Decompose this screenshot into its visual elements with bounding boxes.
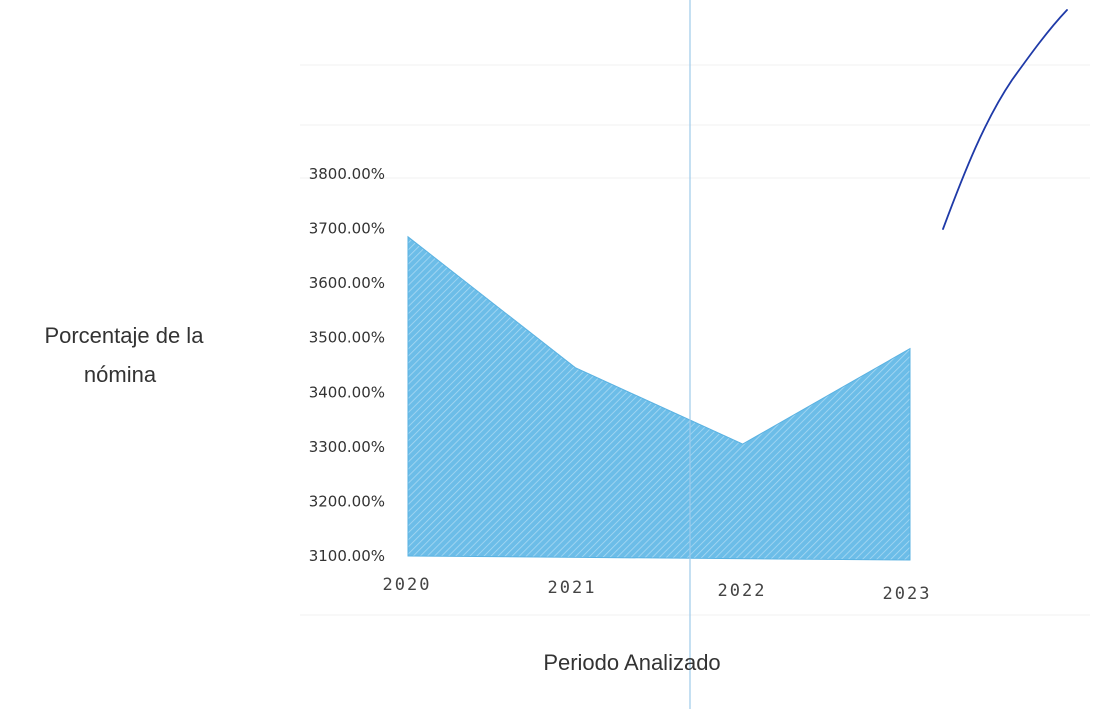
x-axis-title: Periodo Analizado bbox=[543, 650, 720, 675]
y-tick-label: 3400.00% bbox=[309, 383, 385, 401]
area-series bbox=[407, 235, 911, 561]
y-axis-title-line-1: Porcentaje de la bbox=[44, 323, 204, 348]
x-tick-label: 2021 bbox=[548, 578, 597, 598]
y-tick-label: 3500.00% bbox=[309, 329, 385, 347]
y-tick-label: 3800.00% bbox=[309, 165, 385, 183]
y-axis-tick-labels: 3100.00% 3200.00% 3300.00% 3400.00% 3500.00%… bbox=[309, 165, 385, 565]
y-axis-title: Porcentaje de la nómina bbox=[44, 323, 209, 387]
x-axis-tick-labels: 2020 2021 2022 2023 bbox=[383, 575, 932, 604]
y-tick-label: 3600.00% bbox=[309, 274, 385, 292]
scan-artifacts bbox=[300, 64, 1090, 616]
y-tick-label: 3700.00% bbox=[309, 220, 385, 238]
x-tick-label: 2020 bbox=[383, 575, 432, 595]
pen-stroke-mark bbox=[942, 9, 1068, 230]
y-tick-label: 3100.00% bbox=[309, 547, 385, 565]
y-tick-label: 3200.00% bbox=[309, 492, 385, 510]
x-tick-label: 2022 bbox=[718, 581, 767, 601]
x-tick-label: 2023 bbox=[883, 584, 932, 604]
y-tick-label: 3300.00% bbox=[309, 438, 385, 456]
y-axis-title-line-2: nómina bbox=[84, 362, 157, 387]
